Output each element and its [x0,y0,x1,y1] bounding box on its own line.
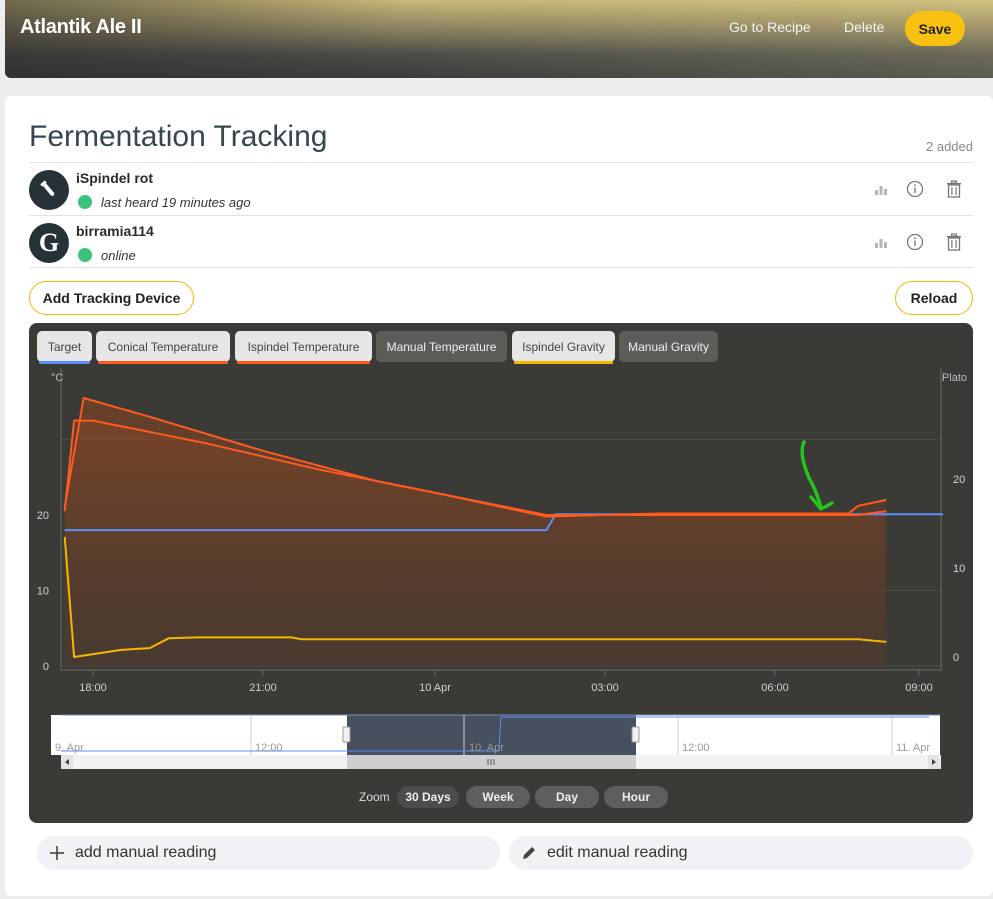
edit-manual-reading-button[interactable]: edit manual reading [509,836,973,870]
annotation-arrow [800,440,834,511]
navigator-selection[interactable] [347,715,636,755]
x-axis-tick: 18:00 [79,682,107,694]
x-axis-tick: 10 Apr [419,682,451,694]
plus-icon [47,843,67,863]
x-axis-tick: 09:00 [905,682,933,694]
device-row: iSpindel rot last heard 19 minutes ago [29,162,973,215]
zoom-30-days-button[interactable]: 30 Days [397,786,459,808]
left-axis-unit: °C [51,372,63,384]
flask-icon [40,180,55,196]
right-axis-tick: 10 [953,563,965,575]
navigator-tick: 10. Apr [469,742,504,754]
chart-icon[interactable] [871,179,891,199]
zoom-label: Zoom [359,790,390,804]
left-axis-tick: 10 [37,586,49,598]
avatar: G [29,223,69,263]
legend-label: Manual Temperature [386,339,497,354]
added-count: 2 added [926,139,973,154]
x-axis-tick: 03:00 [591,682,619,694]
temperature-gravity-chart[interactable]: °C Plato 20 10 0 20 10 0 18:00 21:00 10 Apr 03:00 06… [29,323,973,823]
save-button[interactable]: Save [905,11,965,46]
zoom-week-button[interactable]: Week [466,786,530,808]
legend-manual-temperature[interactable]: Manual Temperature [376,331,507,362]
add-tracking-device-button[interactable]: Add Tracking Device [29,281,194,315]
navigator-right-handle[interactable] [631,726,640,743]
status-dot [78,248,92,262]
avatar [29,170,69,210]
add-manual-reading-button[interactable]: add manual reading [37,836,500,870]
arrow-left-icon [65,759,69,765]
legend-label: Conical Temperature [107,339,219,354]
x-axis-tick: 21:00 [249,682,277,694]
series-line-ispindel-gravity [63,536,887,658]
device-name: birramia114 [76,223,154,239]
right-axis-tick: 0 [953,652,959,664]
legend-conical-temperature[interactable]: Conical Temperature [96,331,230,364]
info-icon[interactable] [905,232,925,252]
legend-ispindel-gravity[interactable]: Ispindel Gravity [512,331,615,364]
legend-label: Manual Gravity [628,339,709,354]
legend-label: Ispindel Temperature [247,339,360,354]
zoom-day-button[interactable]: Day [535,786,599,808]
navigator-tick: 12:00 [682,742,710,754]
fermentation-card: Fermentation Tracking 2 added iSpindel r… [5,96,993,896]
x-axis-tick: 06:00 [761,682,789,694]
recipe-title: Atlantik Ale II [20,16,142,38]
trash-icon[interactable] [944,232,964,252]
legend-label: Target [47,339,82,354]
reload-button[interactable]: Reload [895,281,973,315]
section-title: Fermentation Tracking [29,120,328,153]
series-line-ispindel-temperature [63,419,887,518]
legend-color-bar [98,361,228,364]
left-axis-tick: 20 [37,510,49,522]
trash-icon[interactable] [944,179,964,199]
legend-color-bar [237,361,370,364]
legend-color-bar [514,361,613,364]
legend-color-bar [39,361,90,364]
device-status: last heard 19 minutes ago [101,195,251,210]
delete-link[interactable]: Delete [844,19,885,35]
chart-icon[interactable] [871,232,891,252]
time-navigator[interactable]: 9. Apr 12:00 10. Apr 12:00 11. Apr [29,708,973,778]
device-name: iSpindel rot [76,170,153,186]
right-axis-unit: Plato [942,372,967,384]
device-row: G birramia114 online [29,215,973,268]
legend-ispindel-temperature[interactable]: Ispindel Temperature [235,331,372,364]
device-status: online [101,248,136,263]
right-axis-tick: 20 [953,474,965,486]
navigator-tick: 9. Apr [55,742,84,754]
zoom-hour-button[interactable]: Hour [604,786,668,808]
top-bar: Atlantik Ale II Go to Recipe Delete Save [5,0,993,78]
grip-icon [487,759,495,765]
left-axis-tick: 0 [43,661,49,673]
navigator-left-handle[interactable] [342,726,351,743]
arrow-right-icon [932,759,936,765]
navigator-tick: 11. Apr [896,742,930,754]
info-icon[interactable] [905,179,925,199]
avatar-letter: G [38,228,60,257]
legend-manual-gravity[interactable]: Manual Gravity [619,331,718,362]
status-dot [78,195,92,209]
pencil-icon [519,843,539,863]
add-manual-reading-label: add manual reading [75,844,217,861]
navigator-series [61,716,929,752]
edit-manual-reading-label: edit manual reading [547,844,688,861]
go-to-recipe-link[interactable]: Go to Recipe [729,19,811,35]
navigator-tick: 12:00 [255,742,283,754]
chart-panel: Target Conical Temperature Ispindel Temp… [29,323,973,823]
series-area [64,420,887,666]
legend-label: Ispindel Gravity [522,339,605,354]
legend-target[interactable]: Target [37,331,92,364]
